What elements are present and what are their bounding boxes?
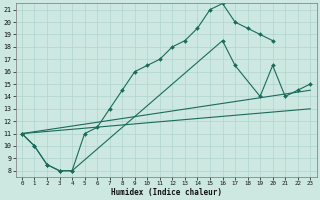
X-axis label: Humidex (Indice chaleur): Humidex (Indice chaleur) — [111, 188, 221, 197]
